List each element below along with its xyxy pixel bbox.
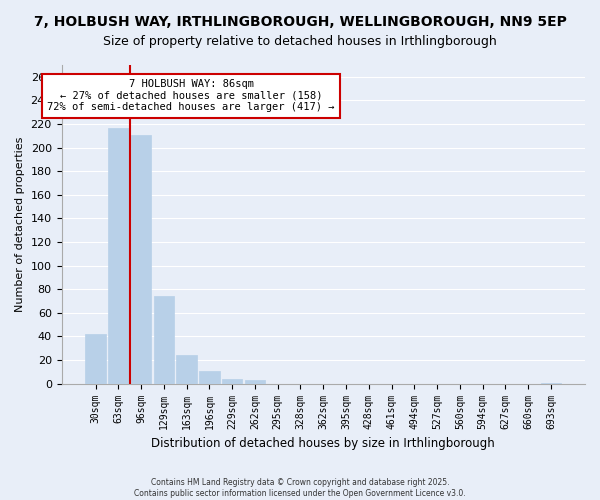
Bar	[222, 379, 242, 384]
Text: 7 HOLBUSH WAY: 86sqm
← 27% of detached houses are smaller (158)
72% of semi-deta: 7 HOLBUSH WAY: 86sqm ← 27% of detached h…	[47, 79, 335, 112]
Text: Size of property relative to detached houses in Irthlingborough: Size of property relative to detached ho…	[103, 35, 497, 48]
Bar	[245, 380, 265, 384]
Bar	[541, 382, 561, 384]
Text: Contains HM Land Registry data © Crown copyright and database right 2025.
Contai: Contains HM Land Registry data © Crown c…	[134, 478, 466, 498]
Bar	[85, 334, 106, 384]
Y-axis label: Number of detached properties: Number of detached properties	[15, 136, 25, 312]
Bar	[176, 356, 197, 384]
Bar	[131, 134, 151, 384]
Bar	[199, 370, 220, 384]
Bar	[108, 128, 128, 384]
Bar	[154, 296, 174, 384]
Text: 7, HOLBUSH WAY, IRTHLINGBOROUGH, WELLINGBOROUGH, NN9 5EP: 7, HOLBUSH WAY, IRTHLINGBOROUGH, WELLING…	[34, 15, 566, 29]
X-axis label: Distribution of detached houses by size in Irthlingborough: Distribution of detached houses by size …	[151, 437, 495, 450]
